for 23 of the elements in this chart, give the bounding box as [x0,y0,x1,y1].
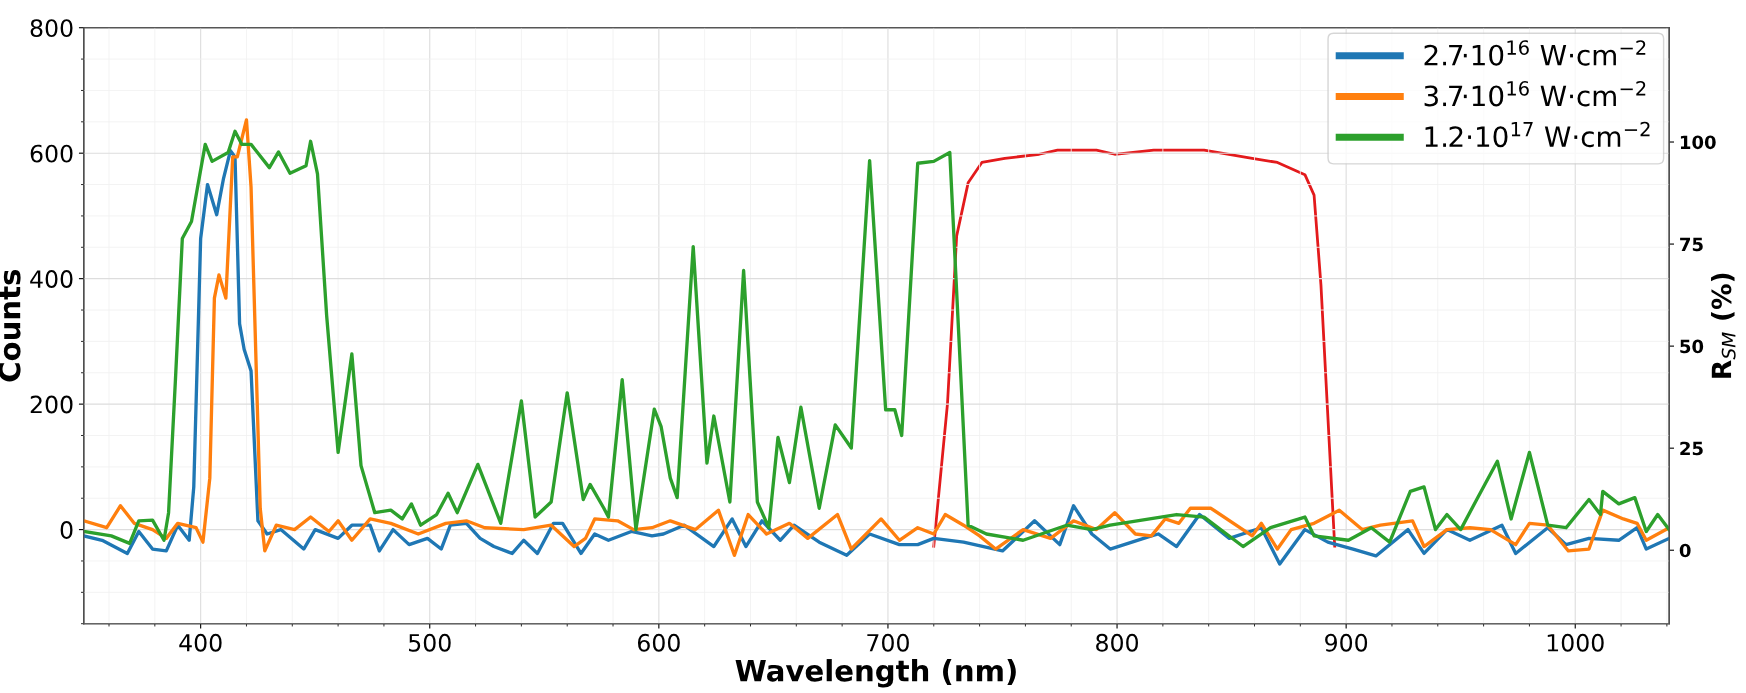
y-tick-label: 800 [30,19,73,38]
x-tick-label: 500 [409,633,451,652]
y-tick-label: 200 [30,395,73,414]
y-tick-label: 0 [60,521,73,539]
line-series [932,148,1337,548]
y-tick-label: 400 [30,270,73,288]
legend-label: 1.2·10$^{17}$ W·cm$^{−2}$ [1425,121,1650,148]
x-axis-title: Wavelength (nm) [735,659,1016,688]
y2-tick-label: 50 [1680,339,1704,354]
legend-label: 2.7·10$^{16}$ W·cm$^{−2}$ [1424,40,1646,66]
y2-tick-label: 0 [1679,543,1691,558]
x-tick-label: 1000 [1547,633,1604,652]
legend-label: 3.7·10$^{16}$ W·cm$^{−2}$ [1424,80,1646,107]
y2-tick-label: 25 [1680,441,1703,456]
x-tick-label: 800 [1096,633,1139,652]
y2-tick-label: 75 [1680,237,1703,252]
x-tick-label: 900 [1325,633,1368,652]
x-tick-label: 700 [867,633,909,652]
y2-tick-label: 100 [1680,135,1716,150]
y2-axis-title: R$_{SM}$ (%) [1711,273,1736,378]
y-tick-label: 600 [30,144,73,163]
x-tick-label: 400 [179,633,222,652]
x-tick-label: 600 [637,633,680,652]
